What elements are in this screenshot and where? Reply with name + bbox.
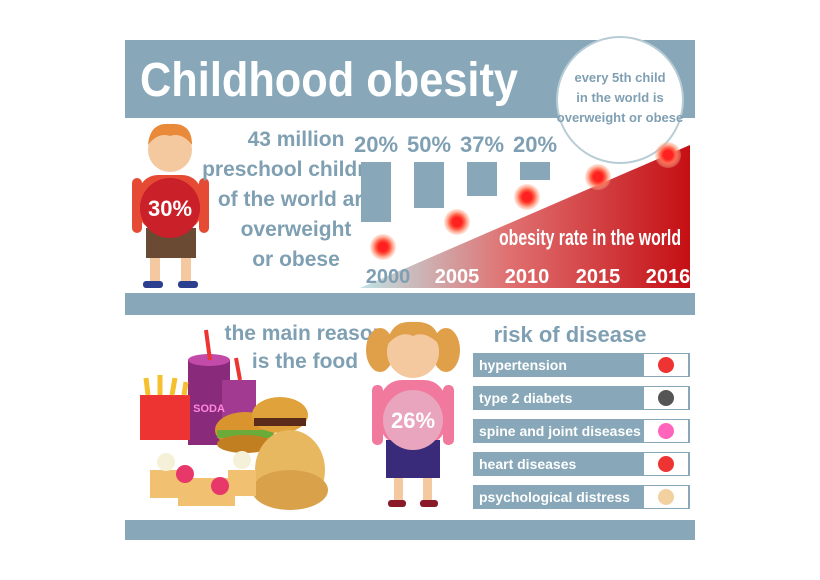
callout-circle — [556, 36, 684, 164]
bar-label: 20% — [354, 132, 398, 157]
callout: every 5th child in the world is overweight… — [557, 70, 683, 125]
risk-icon — [658, 390, 674, 406]
caption-line: the main reason — [224, 322, 385, 345]
trend-dot — [585, 164, 611, 190]
girl-percent: 26% — [391, 408, 435, 433]
callout-line: every 5th child — [574, 70, 665, 85]
year-label: 2010 — [505, 266, 550, 288]
bar-label: 50% — [407, 132, 451, 157]
risk-icon — [658, 489, 674, 505]
bar-box — [361, 162, 391, 222]
callout-line: overweight or obese — [557, 110, 683, 125]
trend-dot — [370, 234, 396, 260]
year-label: 2005 — [435, 266, 480, 288]
risk-icon — [658, 456, 674, 472]
risk-label: type 2 diabets — [479, 390, 573, 406]
caption-line: is the food — [252, 350, 358, 373]
statement-line: 43 million — [248, 128, 345, 151]
bar-box — [467, 162, 497, 196]
risk-label: psychological distress — [479, 489, 630, 505]
trend-label: obesity rate in the world — [499, 225, 681, 250]
statement-line: preschool children — [202, 158, 390, 181]
separator — [125, 293, 695, 315]
trend-dot — [444, 209, 470, 235]
food: SODA — [140, 329, 328, 510]
statement-line: of the world are — [218, 188, 374, 211]
years: 2000 2005 2010 2015 2016 — [366, 142, 691, 288]
soda-label: SODA — [193, 403, 225, 415]
risk-label: spine and joint diseases — [479, 423, 641, 439]
footer-band — [125, 520, 695, 540]
risk-icon — [658, 423, 674, 439]
callout-line: in the world is — [576, 90, 663, 105]
year-label: 2015 — [576, 266, 621, 288]
risks: hypertension type 2 diabets spine and join… — [473, 353, 690, 509]
title: Childhood obesity — [140, 54, 518, 107]
risk-label: hypertension — [479, 357, 567, 373]
bar-label: 37% — [460, 132, 504, 157]
bars: 20% 50% 37% 20% — [354, 132, 557, 222]
risk-label: heart diseases — [479, 456, 576, 472]
year-label: 2000 — [366, 266, 411, 288]
bar-box — [520, 162, 550, 180]
bar-box — [414, 162, 444, 208]
statement-line: overweight — [241, 218, 352, 241]
risks-title: risk of disease — [494, 322, 647, 347]
boy-percent: 30% — [148, 196, 192, 221]
year-label: 2016 — [646, 266, 691, 288]
statement: 43 million preschool children of the world… — [202, 128, 390, 271]
boy: 30% — [132, 123, 209, 288]
statement-line: or obese — [252, 248, 340, 271]
girl: 26% — [366, 321, 460, 507]
trend-dot — [514, 184, 540, 210]
bar-label: 20% — [513, 132, 557, 157]
risk-icon — [658, 357, 674, 373]
trend-dot — [655, 142, 681, 168]
food-caption: the main reason is the food — [224, 322, 385, 373]
